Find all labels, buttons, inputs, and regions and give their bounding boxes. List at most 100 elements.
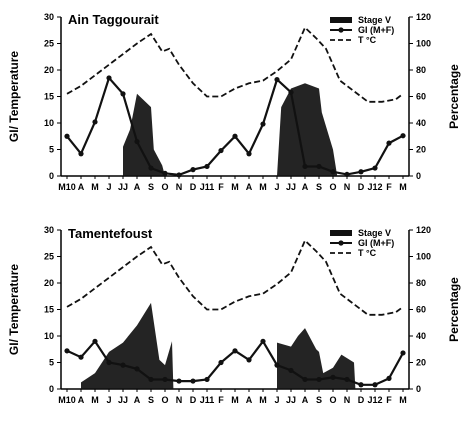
panel2-y-tick-label: 0	[49, 384, 54, 394]
panel2-x-tick-label: JJ	[118, 395, 128, 405]
panel2-gi-point	[302, 376, 308, 383]
panel1-y-tick-label: 15	[44, 92, 54, 102]
panel1-y-tick-label: 10	[44, 118, 54, 128]
panel2-gi-point	[176, 378, 182, 384]
panel1-x-tick-label: JJ	[286, 182, 296, 192]
panel2-y2-tick-label: 0	[416, 384, 421, 394]
panel1-x-tick-label: M10	[58, 182, 76, 192]
panel2-x-tick-label: S	[148, 395, 154, 405]
panel2-gi-point	[120, 362, 126, 368]
panel2-y-axis-title: GI/ Temperature	[7, 264, 21, 355]
panel1-y2-tick-label: 40	[416, 118, 426, 128]
panel1-gi-point	[176, 172, 182, 178]
panel2-gi-point	[344, 376, 350, 383]
panel2-gi-point	[316, 376, 322, 383]
panel2-gi-point	[260, 338, 266, 344]
panel1-gi-point	[218, 147, 224, 154]
panel1-x-tick-label: M	[91, 182, 99, 192]
panel2-y-tick-label: 30	[44, 225, 54, 235]
panel1-title: Ain Taggourait	[68, 12, 159, 27]
panel2-legend-stage-label: Stage V	[358, 228, 391, 238]
panel2-y2-tick-label: 100	[416, 252, 431, 262]
panel1-y-tick-label: 30	[44, 12, 54, 22]
panel2-y-tick-label: 25	[44, 252, 54, 262]
panel2-x-tick-label: F	[386, 395, 392, 405]
panel1-y-tick-label: 5	[49, 145, 54, 155]
panel1-gi-point	[232, 133, 238, 139]
panel2-gi-point	[358, 382, 364, 388]
panel1-y2-tick-label: 80	[416, 65, 426, 75]
panel2-x-tick-label: M	[91, 395, 99, 405]
panel1-y-tick-label: 20	[44, 65, 54, 75]
panel2-gi-point	[274, 362, 280, 368]
panel1-gi-point	[92, 119, 98, 125]
panel2-x-tick-label: A	[78, 395, 85, 405]
panel2-y2-tick-label: 20	[416, 358, 426, 368]
panel1-gi-point	[386, 140, 392, 146]
panel2-gi-point	[64, 348, 70, 354]
panel1-x-tick-label: N	[344, 182, 351, 192]
panel2-x-tick-label: S	[316, 395, 322, 405]
panel1-x-tick-label: M	[259, 182, 267, 192]
panel2-x-tick-label: O	[161, 395, 168, 405]
panel2-temperature-line	[66, 239, 404, 316]
panel2-y2-tick-label: 120	[416, 225, 431, 235]
panel1-y2-tick-label: 100	[416, 39, 431, 49]
panel2-x-tick-label: D	[190, 395, 197, 405]
panel1-gi-point	[190, 167, 196, 173]
panel1-gi-point	[288, 89, 294, 95]
panel1-gi-point	[302, 163, 308, 170]
panel2-gi-point	[78, 354, 84, 360]
panel1-legend-gi-label: GI (M+F)	[358, 25, 394, 35]
panel1-gi-point	[330, 169, 336, 175]
panel1-gi-point	[372, 165, 378, 171]
panel2-gi-point	[232, 348, 238, 354]
panel1-x-tick-label: M	[399, 182, 407, 192]
panel1-legend-stage-swatch	[330, 17, 352, 23]
panel2-y2-tick-label: 80	[416, 278, 426, 288]
panel2-legend-gi-label: GI (M+F)	[358, 238, 394, 248]
panel2-gi-point	[330, 374, 336, 380]
panel1-x-tick-label: O	[161, 182, 168, 192]
panel1-x-tick-label: D	[358, 182, 365, 192]
panel2-x-tick-label: A	[134, 395, 141, 405]
panel1-gi-point	[120, 91, 126, 97]
panel2-gi-point	[372, 382, 378, 388]
panel2-x-tick-label: JJ	[286, 395, 296, 405]
panel2-legend-gi-marker	[338, 240, 344, 246]
panel1-x-tick-label: A	[302, 182, 309, 192]
panel1-x-tick-label: S	[316, 182, 322, 192]
panel2-x-tick-label: F	[218, 395, 224, 405]
panel1-gi-point	[134, 138, 140, 145]
panel1-x-tick-label: M	[231, 182, 239, 192]
panel1-gi-point	[106, 75, 112, 81]
panel1-y-axis-title: GI/ Temperature	[7, 51, 21, 142]
panel2-gi-point	[134, 366, 140, 372]
panel1-gi-point	[148, 165, 154, 171]
panel1-legend-temp-label: T °C	[358, 35, 377, 45]
panel2-x-tick-label: M	[231, 395, 239, 405]
panel1-gi-point	[64, 133, 70, 139]
panel2-legend-stage-swatch	[330, 230, 352, 236]
panel1-y2-tick-label: 60	[416, 92, 426, 102]
panel2-gi-point	[162, 376, 168, 383]
panel2-y2-tick-label: 60	[416, 305, 426, 315]
panel2-title: Tamentefoust	[68, 226, 153, 241]
panel1-gi-point	[260, 121, 266, 127]
panel2-x-tick-label: M	[399, 395, 407, 405]
panel1-x-tick-label: F	[386, 182, 392, 192]
panel1-gi-point	[246, 151, 252, 157]
panel1-x-tick-label: N	[176, 182, 183, 192]
panel2-gi-point	[204, 376, 210, 383]
panel1-legend-stage-label: Stage V	[358, 15, 391, 25]
panel2-gi-point	[288, 367, 294, 374]
panel1-gi-point	[162, 170, 168, 176]
panel1-y-tick-label: 0	[49, 171, 54, 181]
panel2-legend-temp-label: T °C	[358, 248, 377, 258]
panel2-y-tick-label: 20	[44, 278, 54, 288]
panel1-stage-v-area	[277, 83, 338, 176]
panel1-x-tick-label: S	[148, 182, 154, 192]
panel2-x-tick-label: O	[329, 395, 336, 405]
panel2-y2-tick-label: 40	[416, 331, 426, 341]
